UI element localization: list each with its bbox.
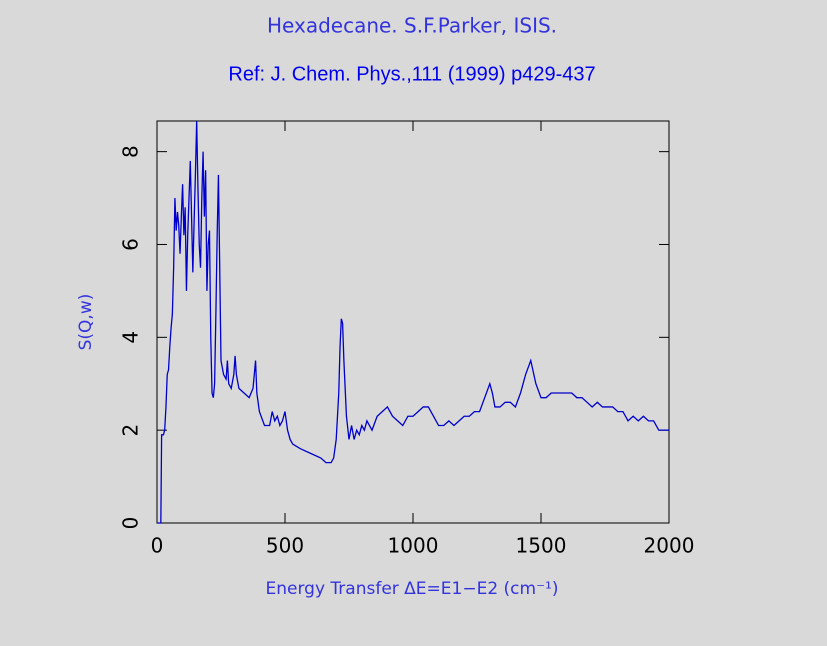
chart-title: Hexadecane. S.F.Parker, ISIS.	[267, 14, 557, 38]
x-axis-label: Energy Transfer ΔE=E1−E2 (cm⁻¹)	[265, 579, 558, 599]
data-line	[157, 120, 669, 524]
x-tick-label: 2000	[644, 534, 695, 558]
y-tick-label: 2	[119, 424, 143, 437]
x-tick-label: 1000	[388, 534, 439, 558]
y-tick-label: 8	[119, 145, 143, 158]
chart-subtitle: Ref: J. Chem. Phys.,111 (1999) p429-437	[228, 63, 595, 85]
y-tick-label: 4	[119, 331, 143, 344]
y-axis-label: S(Q,w)	[76, 294, 96, 351]
x-tick-label: 1500	[516, 534, 567, 558]
x-tick-label: 0	[151, 534, 164, 558]
y-tick-label: 0	[119, 517, 143, 530]
y-tick-label: 6	[119, 238, 143, 251]
x-tick-label: 500	[266, 534, 304, 558]
